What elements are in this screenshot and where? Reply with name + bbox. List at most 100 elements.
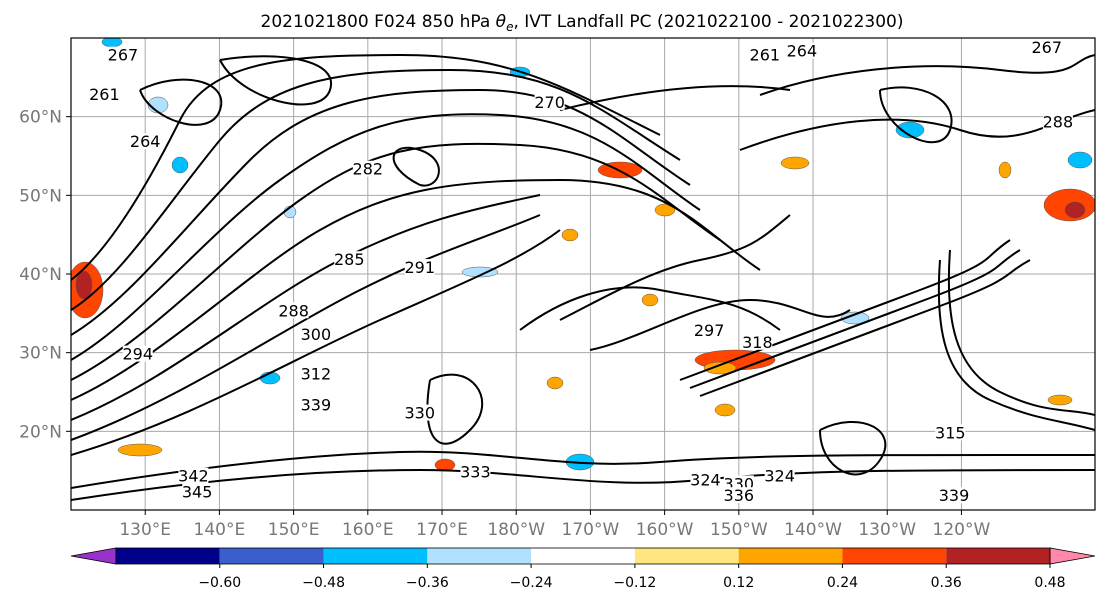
contour-label-bg — [690, 471, 721, 488]
contour-label: 264 — [130, 132, 161, 151]
colorbar-tick-label: −0.24 — [510, 575, 553, 591]
x-tick-label: 180°W — [487, 520, 545, 540]
contour-label-bg — [182, 483, 213, 500]
chart-title: 2021021800 F024 850 hPa θe, IVT Landfall… — [261, 12, 904, 34]
contour-line — [819, 421, 887, 476]
contour-label-bg — [178, 467, 209, 484]
x-tick-label: 150°E — [268, 520, 320, 540]
x-tick-label: 140°E — [194, 520, 246, 540]
contour-label-bg — [749, 46, 780, 63]
y-tick-label: 50°N — [19, 186, 62, 206]
x-tick-label: 130°W — [858, 520, 916, 540]
title-subscript: e — [506, 20, 513, 34]
contour-label: 336 — [724, 486, 755, 505]
contour-label-bg — [939, 487, 970, 504]
contour-label: 339 — [939, 486, 970, 505]
contour-label-bg — [935, 424, 966, 441]
colorbar-bin — [946, 548, 1050, 564]
contour-label: 288 — [278, 301, 309, 320]
colorbar-tick-label: 0.24 — [827, 575, 858, 591]
contour-label-bg — [130, 133, 161, 150]
shading-patch — [117, 443, 163, 457]
colorbar: −0.60 −0.48 −0.36 −0.24 −0.12 0.12 0.24 0.36 0.4… — [70, 547, 1096, 591]
colorbar-tick-label: −0.12 — [613, 575, 656, 591]
contour-label-bg — [89, 86, 120, 102]
colorbar-tick-label: −0.60 — [198, 575, 241, 591]
y-tick-label: 30°N — [19, 344, 62, 364]
contour-line — [71, 468, 1095, 501]
contour-line — [699, 259, 1031, 397]
contour-label-bg — [107, 46, 138, 63]
contour-label: 324 — [690, 470, 721, 489]
shading-patch — [546, 376, 564, 390]
contour-label-bg — [122, 345, 153, 362]
contour-label: 300 — [301, 325, 332, 344]
contour-label-bg — [723, 487, 754, 504]
contour-line — [71, 68, 681, 311]
contour-line — [71, 229, 561, 456]
contour-label-bg — [352, 160, 383, 177]
contour-line — [71, 113, 701, 361]
shading-patch — [895, 121, 925, 139]
colorbar-bin — [427, 548, 532, 564]
ivt-pc-shading — [71, 38, 1095, 472]
contour-label-bg — [404, 259, 435, 276]
x-tick-label: 160°W — [636, 520, 694, 540]
contour-label: 261 — [750, 46, 781, 65]
contour-label-bg — [764, 467, 795, 484]
contour-line — [219, 55, 333, 106]
shading-patch — [998, 161, 1012, 179]
contour-label: 330 — [404, 404, 435, 423]
contour-label: 282 — [353, 160, 384, 179]
x-tick-label: 160°E — [342, 520, 394, 540]
colorbar-tick-label: −0.48 — [302, 575, 345, 591]
contour-label: 294 — [123, 345, 154, 364]
contour-label: 297 — [694, 321, 725, 340]
shading-patch — [75, 270, 93, 300]
colorbar-tick-label: −0.36 — [406, 575, 449, 591]
shading-patch — [1064, 201, 1086, 219]
colorbar-tick-label: 0.36 — [931, 575, 962, 591]
y-tick-label: 20°N — [19, 422, 62, 442]
contour-label: 267 — [108, 46, 139, 65]
shading-patch — [780, 156, 810, 170]
shading-patch — [840, 311, 870, 325]
contour-label: 270 — [534, 93, 565, 112]
shading-patch — [171, 156, 189, 174]
colorbar-bin — [634, 548, 739, 564]
contour-line — [559, 85, 791, 111]
y-tick-label: 60°N — [19, 108, 62, 128]
contour-line — [589, 298, 851, 351]
map-panel: 261 264 267 270 261 264 267 288 282 285 291 288 300 2… — [70, 37, 1096, 511]
contour-line — [71, 88, 691, 336]
shading-patch — [714, 403, 736, 417]
contour-line — [71, 53, 661, 281]
contour-line — [679, 239, 1011, 381]
shading-patch — [461, 266, 499, 278]
contour-line — [71, 214, 541, 441]
x-tick-label: 130°E — [119, 520, 171, 540]
contour-line — [937, 259, 1095, 431]
contour-label: 318 — [742, 333, 773, 352]
contour-label: 312 — [301, 364, 332, 383]
contour-label: 267 — [1031, 38, 1062, 57]
contour-line — [689, 249, 1021, 389]
x-axis-ticks: 130°E 140°E 150°E 160°E 170°E 180°W 170°W 160°W… — [119, 510, 990, 540]
contour-label: 285 — [334, 250, 365, 269]
contour-label-bg — [300, 396, 331, 413]
x-tick-label: 120°W — [933, 520, 991, 540]
landmass — [860, 38, 1095, 300]
graticule — [71, 38, 1095, 510]
x-tick-label: 170°E — [416, 520, 468, 540]
shading-patch — [561, 228, 579, 242]
x-tick-label: 170°W — [562, 520, 620, 540]
contour-line — [426, 373, 484, 445]
title-text: 2021021800 F024 850 hPa — [261, 12, 496, 32]
contour-label-bg — [742, 333, 773, 350]
colorbar-tick-label: 0.12 — [723, 575, 754, 591]
contour-label: 324 — [764, 467, 795, 486]
contour-label-bg — [534, 93, 565, 110]
x-tick-label: 150°W — [710, 520, 768, 540]
title-text-rest: , IVT Landfall PC (2021022100 - 20210223… — [513, 12, 903, 32]
title-theta: θ — [496, 12, 507, 32]
